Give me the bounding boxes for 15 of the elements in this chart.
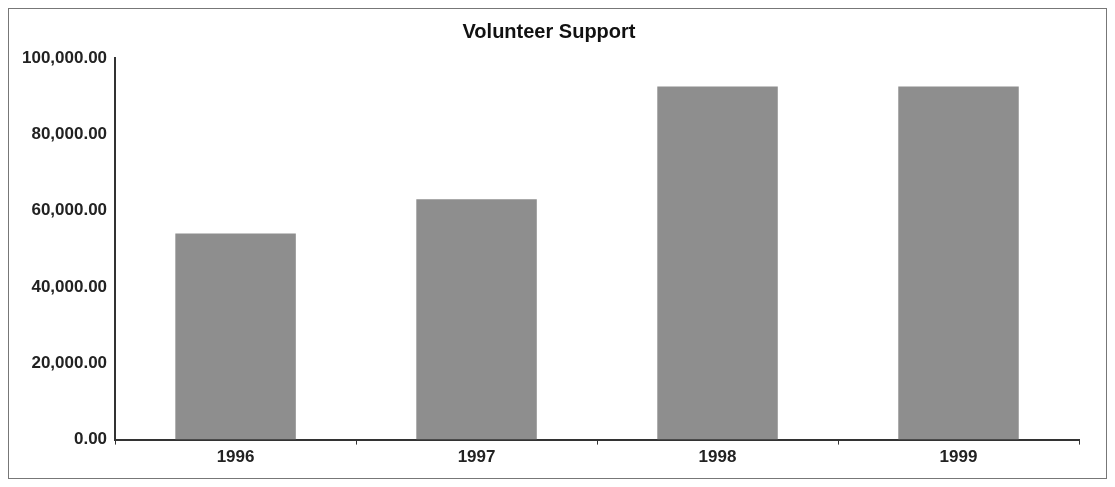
y-tick-label: 20,000.00 bbox=[31, 352, 108, 372]
bar bbox=[416, 199, 537, 440]
x-tick-label: 1996 bbox=[216, 447, 255, 467]
y-tick-label: 100,000.00 bbox=[21, 47, 108, 67]
y-tick-label: 80,000.00 bbox=[31, 124, 108, 144]
bar bbox=[175, 233, 296, 440]
x-tick-label: 1998 bbox=[698, 447, 737, 467]
y-tick-label: 40,000.00 bbox=[31, 276, 108, 296]
bar bbox=[657, 86, 778, 440]
bar bbox=[898, 86, 1019, 440]
chart-title: Volunteer Support bbox=[462, 19, 636, 42]
y-tick-label: 0.00 bbox=[73, 429, 108, 449]
y-tick-label: 60,000.00 bbox=[31, 200, 108, 220]
x-tick-label: 1999 bbox=[939, 447, 978, 467]
x-tick-label: 1997 bbox=[457, 447, 496, 467]
